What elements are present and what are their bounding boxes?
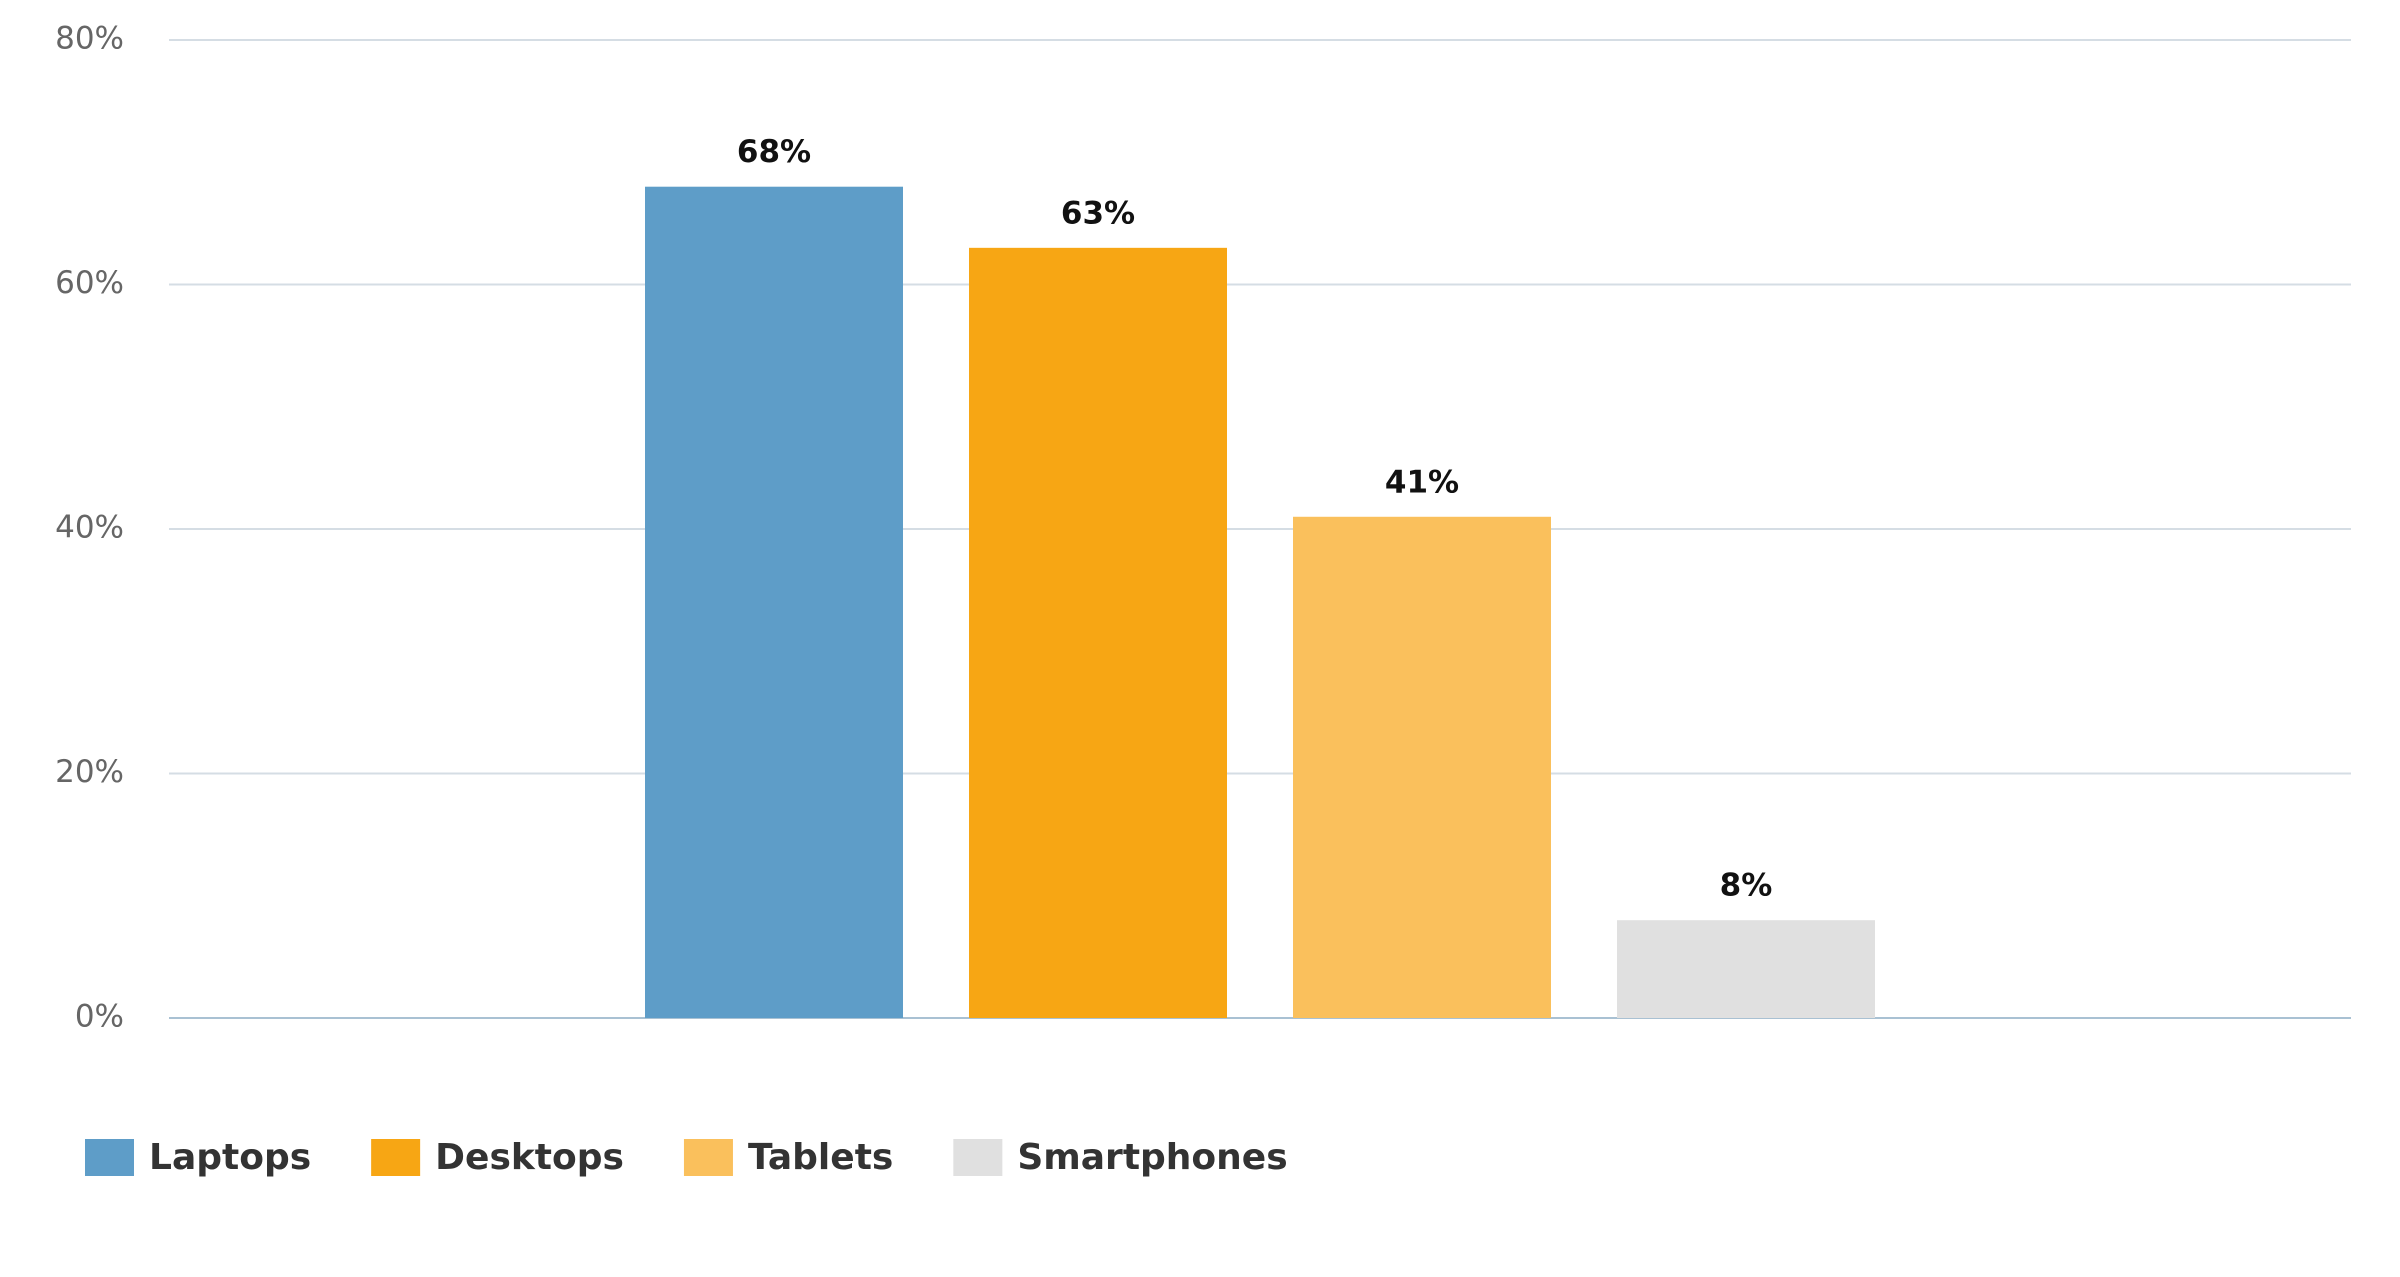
value-label: 41% — [1385, 464, 1459, 500]
y-tick-label: 20% — [55, 754, 124, 790]
legend-swatch — [371, 1139, 421, 1176]
bar — [1293, 516, 1551, 1018]
legend-swatch — [683, 1139, 733, 1176]
y-tick-label: 60% — [55, 265, 124, 301]
bar — [1617, 920, 1875, 1018]
legend-label: Smartphones — [1017, 1137, 1287, 1178]
bar — [645, 186, 903, 1018]
legend-label: Desktops — [435, 1137, 624, 1178]
y-tick-label: 40% — [55, 510, 124, 546]
y-tick-label: 0% — [75, 999, 124, 1035]
legend-swatch — [85, 1139, 134, 1176]
value-label: 8% — [1720, 868, 1773, 904]
bar — [969, 247, 1227, 1018]
legend-swatch — [953, 1139, 1003, 1176]
value-label: 68% — [737, 134, 811, 170]
legend-label: Tablets — [748, 1137, 893, 1178]
value-label: 63% — [1061, 195, 1135, 231]
legend-label: Laptops — [149, 1137, 311, 1178]
y-tick-label: 80% — [55, 21, 124, 57]
